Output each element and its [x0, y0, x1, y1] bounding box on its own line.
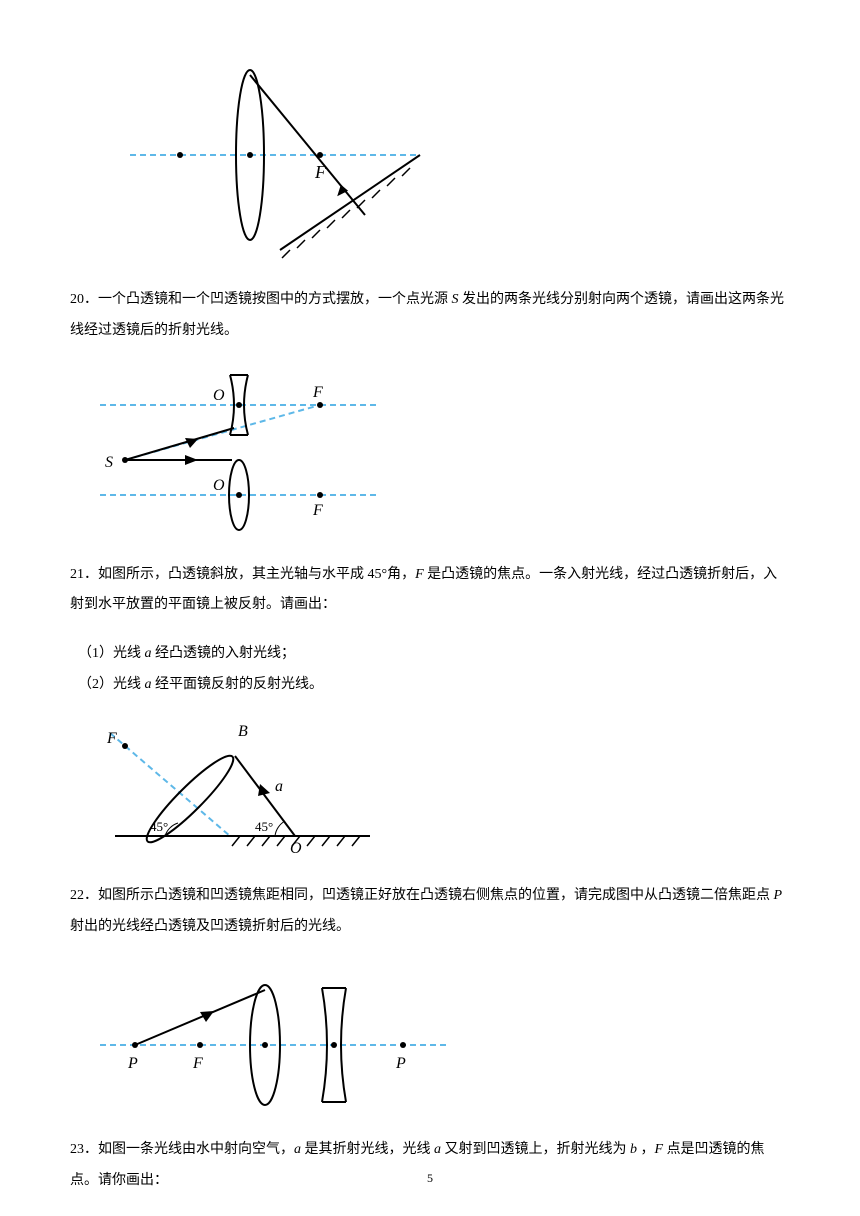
label-F21: F: [106, 730, 117, 747]
svg-text:P: P: [127, 1055, 138, 1072]
figure-22: P F P: [90, 960, 790, 1115]
label-F-top: F: [312, 384, 323, 401]
label-S: S: [105, 454, 113, 471]
q23-num: 23．: [70, 1142, 98, 1157]
q22-text2: 射出的光线经凸透镜及凹透镜折射后的光线。: [70, 919, 350, 934]
figure-21: F B a 45° 45° O: [90, 711, 790, 861]
q20-S: S: [452, 292, 459, 307]
q22-P: P: [774, 888, 783, 903]
question-20: 20．一个凸透镜和一个凹透镜按图中的方式摆放，一个点光源 S 发出的两条光线分别…: [70, 285, 790, 347]
q21-num: 21．: [70, 567, 98, 582]
svg-text:F: F: [192, 1055, 203, 1072]
q22-text1: 如图所示凸透镜和凹透镜焦距相同，凹透镜正好放在凸透镜右侧焦点的位置，请完成图中从…: [98, 888, 774, 903]
question-23: 23．如图一条光线由水中射向空气，a 是其折射光线，光线 a 又射到凹透镜上，折…: [70, 1135, 790, 1197]
label-F-bot: F: [312, 502, 323, 519]
q21-sub2: （2）光线 a 经平面镜反射的反射光线。: [78, 670, 790, 701]
angle-45-2: 45°: [255, 819, 273, 834]
page-number: 5: [427, 1171, 433, 1186]
figure-20: O F O F S: [90, 365, 790, 540]
angle-45-1: 45°: [150, 819, 168, 834]
q21-F: F: [415, 567, 424, 582]
q22-num: 22．: [70, 888, 98, 903]
q20-text1: 一个凸透镜和一个凹透镜按图中的方式摆放，一个点光源: [98, 292, 452, 307]
q23-text1: 如图一条光线由水中射向空气，: [98, 1142, 294, 1157]
label-B: B: [238, 723, 248, 740]
question-21: 21．如图所示，凸透镜斜放，其主光轴与水平成 45°角，F 是凸透镜的焦点。一条…: [70, 560, 790, 622]
q20-num: 20．: [70, 292, 98, 307]
question-22: 22．如图所示凸透镜和凹透镜焦距相同，凹透镜正好放在凸透镜右侧焦点的位置，请完成…: [70, 881, 790, 943]
label-O-bot: O: [213, 477, 225, 494]
svg-text:P: P: [395, 1055, 406, 1072]
q21-text1: 如图所示，凸透镜斜放，其主光轴与水平成 45°角，: [98, 567, 415, 582]
label-O21: O: [290, 840, 302, 856]
figure-top: F: [90, 50, 790, 265]
q21-sub1: （1）光线 a 经凸透镜的入射光线；: [78, 639, 790, 670]
label-O-top: O: [213, 387, 225, 404]
label-a: a: [275, 778, 283, 795]
